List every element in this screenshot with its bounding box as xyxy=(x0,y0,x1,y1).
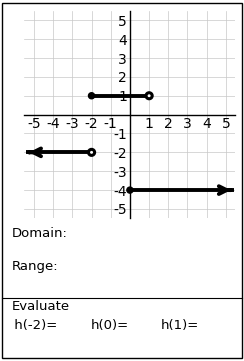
Circle shape xyxy=(127,187,133,193)
Text: h(0)=: h(0)= xyxy=(90,319,128,332)
Circle shape xyxy=(89,93,95,99)
Text: Domain:: Domain: xyxy=(12,227,68,240)
Circle shape xyxy=(89,149,95,155)
Circle shape xyxy=(146,93,152,99)
Text: h(-2)=: h(-2)= xyxy=(10,319,57,332)
Text: Range:: Range: xyxy=(12,260,59,273)
Text: Evaluate: Evaluate xyxy=(12,300,70,313)
Text: h(1)=: h(1)= xyxy=(161,319,199,332)
